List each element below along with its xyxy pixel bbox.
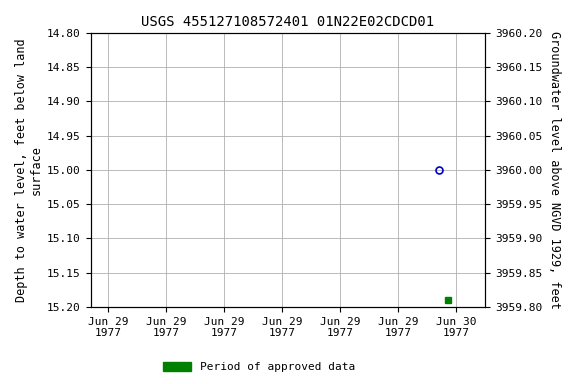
Title: USGS 455127108572401 01N22E02CDCD01: USGS 455127108572401 01N22E02CDCD01	[142, 15, 435, 29]
Legend: Period of approved data: Period of approved data	[159, 357, 359, 377]
Y-axis label: Depth to water level, feet below land
surface: Depth to water level, feet below land su…	[15, 38, 43, 302]
Y-axis label: Groundwater level above NGVD 1929, feet: Groundwater level above NGVD 1929, feet	[548, 31, 561, 309]
